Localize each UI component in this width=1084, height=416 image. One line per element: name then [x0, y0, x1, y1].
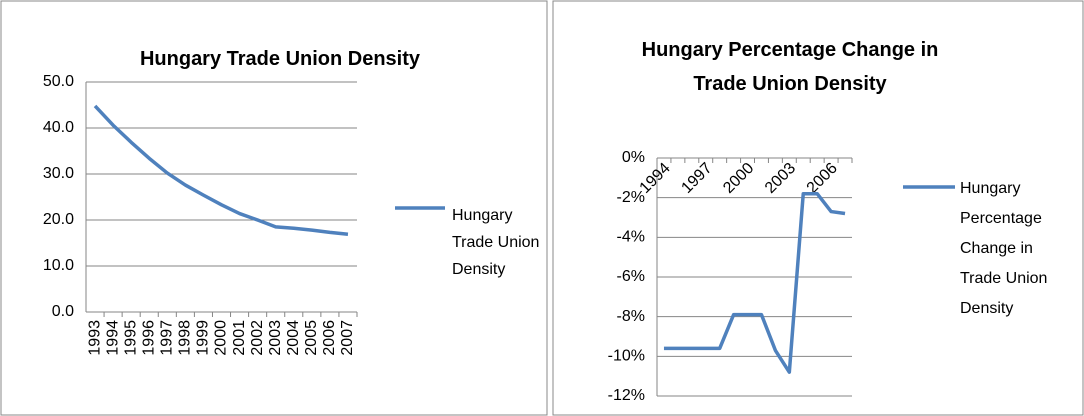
y-tick-label: -12%	[608, 387, 645, 404]
y-tick-label: -2%	[617, 189, 645, 206]
x-tick-label: 2006	[321, 320, 338, 356]
x-tick-label: 1997	[159, 320, 176, 356]
y-tick-label: 10.0	[43, 257, 74, 274]
y-tick-label: -4%	[617, 229, 645, 246]
y-tick-label: -10%	[608, 348, 645, 365]
x-tick-label: 1998	[177, 320, 194, 356]
x-tick-label: 1996	[140, 320, 157, 356]
x-tick-label: 2000	[213, 320, 230, 356]
x-tick-label: 1997	[678, 160, 715, 197]
x-tick-label: 2002	[249, 320, 266, 356]
chart-title: Hungary Trade Union Density	[139, 48, 421, 70]
x-tick-label: 1999	[195, 320, 212, 356]
x-tick-label: 1994	[104, 320, 121, 356]
y-tick-label: 0.0	[52, 303, 74, 320]
series-line	[663, 191, 846, 374]
series-line	[93, 104, 349, 237]
x-tick-label: 2005	[303, 320, 320, 356]
x-tick-label: 2007	[339, 320, 356, 356]
x-tick-label: 2003	[267, 320, 284, 356]
x-tick-label: 1995	[122, 320, 139, 356]
x-tick-label: 2006	[804, 160, 841, 197]
y-tick-label: 0%	[622, 149, 645, 166]
panel-border	[0, 0, 548, 416]
chart-title: Hungary Percentage Change in Trade Union…	[641, 39, 939, 95]
y-tick-label: -8%	[617, 308, 645, 325]
legend-label: Hungary Percentage Change in Trade Union…	[960, 180, 1048, 317]
y-tick-label: 50.0	[43, 73, 74, 90]
x-tick-label: 1993	[86, 320, 103, 356]
y-tick-label: 20.0	[43, 211, 74, 228]
panel-border	[552, 0, 1084, 416]
legend-label: Hungary Trade Union Density	[452, 207, 540, 278]
x-tick-label: 2004	[285, 320, 302, 356]
y-tick-label: 30.0	[43, 165, 74, 182]
x-tick-label: 2000	[720, 160, 757, 197]
y-tick-label: 40.0	[43, 119, 74, 136]
y-tick-label: -6%	[617, 268, 645, 285]
x-tick-label: 2001	[231, 320, 248, 356]
x-tick-label: 2003	[762, 160, 799, 197]
